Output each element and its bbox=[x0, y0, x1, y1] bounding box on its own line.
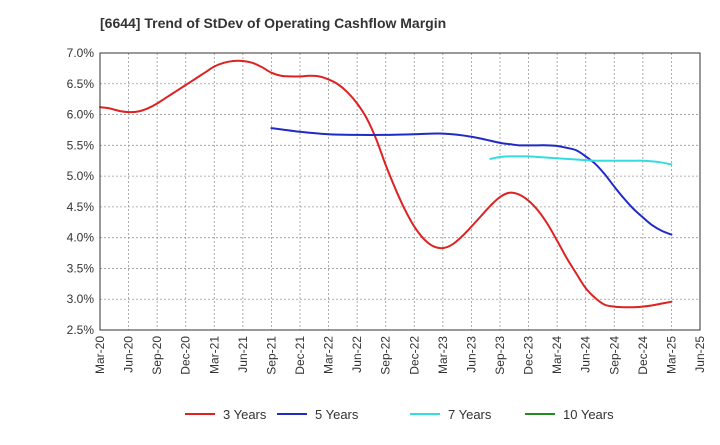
grid bbox=[99, 52, 701, 331]
legend-label: 5 Years bbox=[315, 407, 359, 422]
legend: 3 Years 5 Years 7 Years 10 Years bbox=[185, 407, 614, 422]
legend-label: 7 Years bbox=[448, 407, 492, 422]
y-tick-label: 6.0% bbox=[67, 108, 95, 122]
x-tick-label: Jun-24 bbox=[579, 336, 593, 373]
x-tick-label: Mar-23 bbox=[436, 336, 450, 374]
x-tick-label: Mar-20 bbox=[93, 336, 107, 374]
y-tick-label: 6.5% bbox=[67, 77, 95, 91]
x-tick-label: Jun-25 bbox=[693, 336, 707, 373]
y-tick-label: 4.5% bbox=[67, 200, 95, 214]
x-tick-label: Jun-21 bbox=[236, 336, 250, 373]
series-line bbox=[489, 155, 673, 166]
y-tick-label: 3.0% bbox=[67, 292, 95, 306]
x-tick-label: Dec-20 bbox=[179, 336, 193, 375]
series-line bbox=[99, 59, 673, 309]
y-axis: 7.0% 6.5% 6.0% 5.5% 5.0% 4.5% 4.0% 3.5% 3.0% 2.5% bbox=[67, 46, 95, 337]
y-tick-label: 3.5% bbox=[67, 261, 95, 275]
x-axis: Mar-20 Jun-20 Sep-20 Dec-20 Mar-21 Jun-21 Sep-… bbox=[93, 336, 707, 375]
x-tick-label: Sep-20 bbox=[150, 336, 164, 375]
y-tick-label: 2.5% bbox=[67, 323, 95, 337]
x-tick-label: Sep-22 bbox=[379, 336, 393, 375]
legend-label: 3 Years bbox=[223, 407, 267, 422]
y-tick-label: 5.5% bbox=[67, 138, 95, 152]
x-tick-label: Mar-21 bbox=[207, 336, 221, 374]
chart-title: [6644] Trend of StDev of Operating Cashf… bbox=[100, 15, 446, 31]
y-tick-label: 5.0% bbox=[67, 169, 95, 183]
x-tick-label: Dec-24 bbox=[636, 336, 650, 375]
x-tick-label: Dec-21 bbox=[293, 336, 307, 375]
x-tick-label: Jun-23 bbox=[464, 336, 478, 373]
y-tick-label: 4.0% bbox=[67, 231, 95, 245]
x-tick-label: Mar-25 bbox=[664, 336, 678, 374]
series-layer bbox=[99, 59, 673, 309]
x-tick-label: Dec-22 bbox=[407, 336, 421, 375]
x-tick-label: Sep-23 bbox=[493, 336, 507, 375]
x-tick-label: Jun-20 bbox=[122, 336, 136, 373]
plot-frame bbox=[99, 52, 701, 331]
x-tick-label: Jun-22 bbox=[350, 336, 364, 373]
x-tick-label: Mar-24 bbox=[550, 336, 564, 374]
x-tick-label: Sep-21 bbox=[264, 336, 278, 375]
x-tick-label: Mar-22 bbox=[322, 336, 336, 374]
y-tick-label: 7.0% bbox=[67, 46, 95, 60]
legend-label: 10 Years bbox=[563, 407, 614, 422]
x-tick-label: Dec-23 bbox=[522, 336, 536, 375]
series-line bbox=[270, 127, 673, 236]
x-tick-label: Sep-24 bbox=[607, 336, 621, 375]
